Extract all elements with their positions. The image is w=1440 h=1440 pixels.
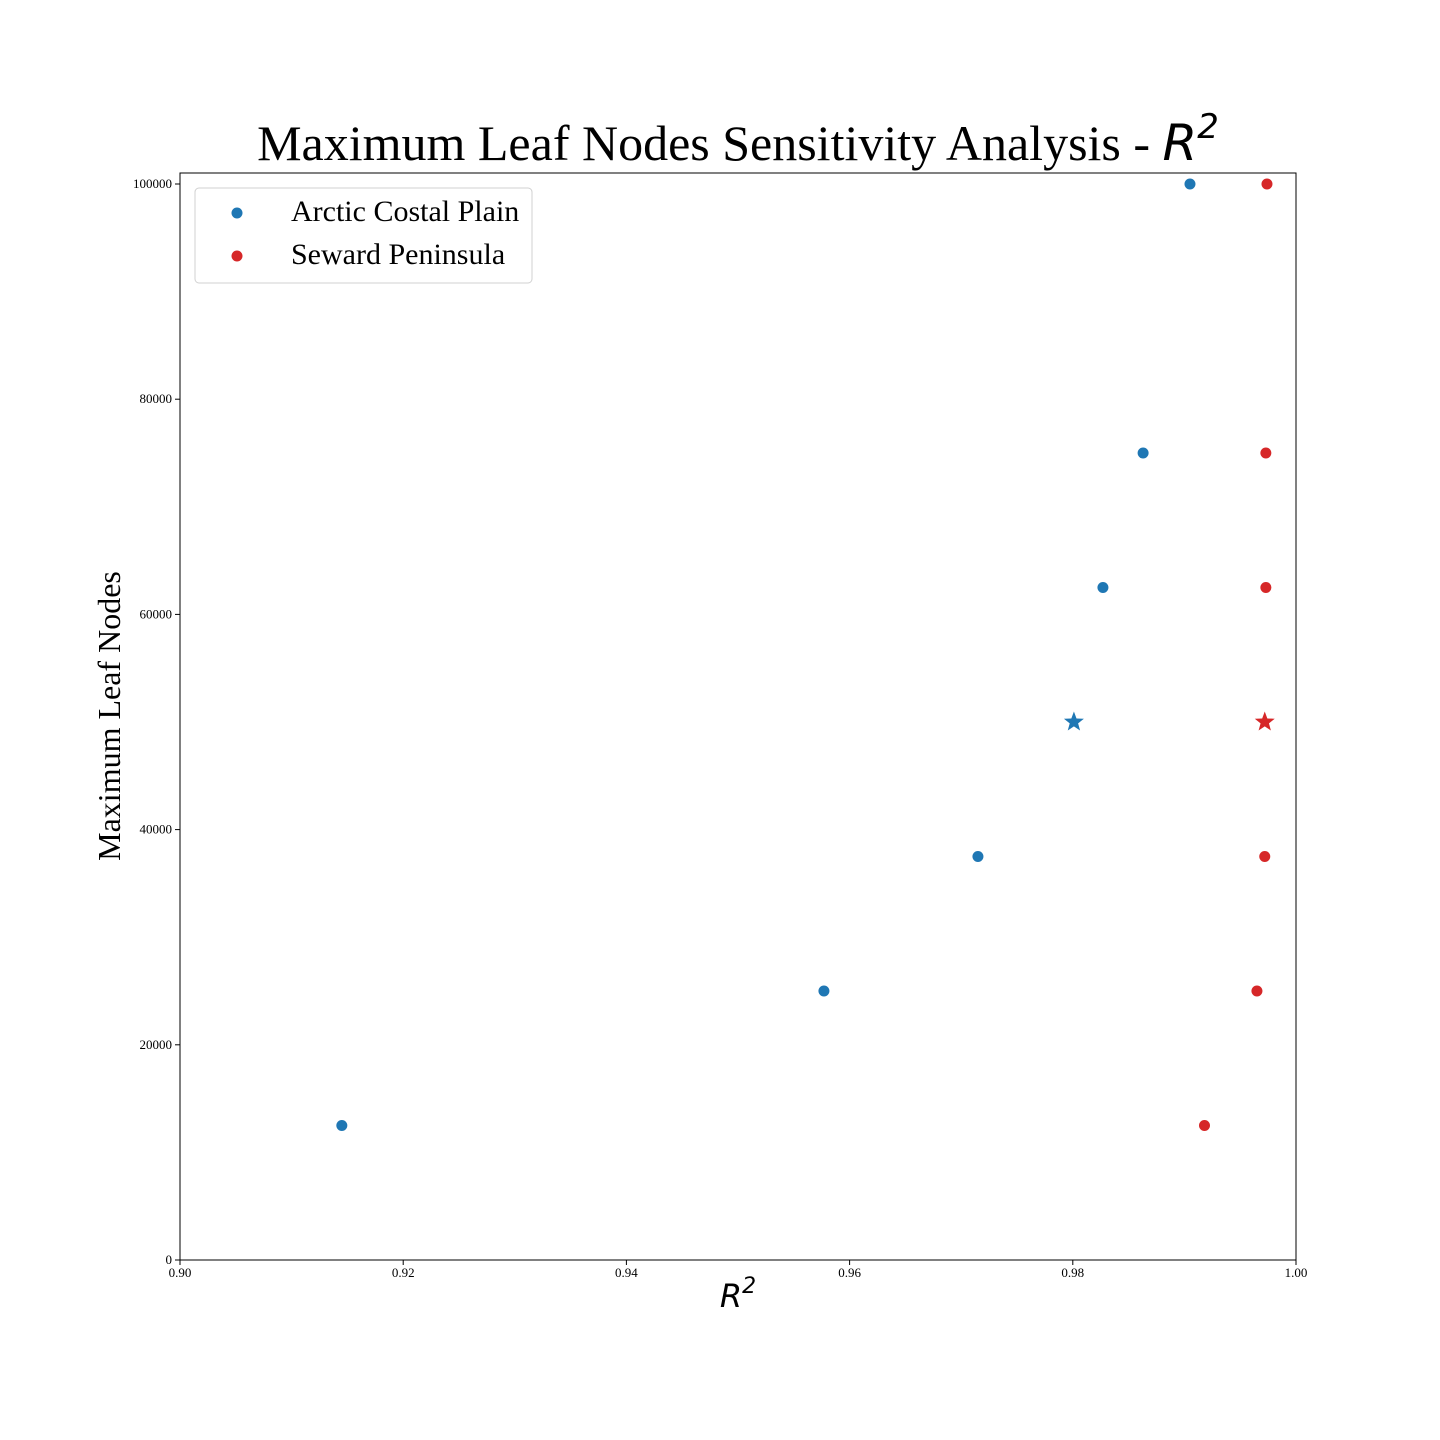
- plot-area-frame: [179, 172, 1297, 1261]
- x-axis-label-sup: 2: [742, 1274, 756, 1299]
- legend-label-seward-peninsula: Seward Peninsula: [291, 238, 505, 271]
- x-axis-label: R2: [720, 1274, 756, 1315]
- data-point-star-seward-peninsula: [1254, 711, 1275, 731]
- y-tick-label: 80000: [140, 391, 173, 406]
- x-tick-label: 0.90: [169, 1265, 192, 1280]
- legend-label-arctic-costal-plain: Arctic Costal Plain: [291, 195, 519, 228]
- x-tick-label: 0.98: [1061, 1265, 1084, 1280]
- data-point-seward-peninsula: [1259, 851, 1271, 862]
- data-point-star-arctic-costal-plain: [1063, 711, 1084, 731]
- chart-title-sup: 2: [1197, 107, 1219, 147]
- data-point-seward-peninsula: [1260, 447, 1272, 459]
- x-tick-label: 1.00: [1285, 1265, 1308, 1280]
- y-tick-label: 100000: [133, 176, 172, 191]
- y-axis-ticks: 0 20000 40000 60000 80000 100000: [133, 176, 180, 1267]
- legend-marker-arctic-costal-plain: [231, 207, 243, 219]
- x-axis-ticks: 0.90 0.92 0.94 0.96 0.98 1.00: [169, 1260, 1308, 1280]
- x-tick-label: 0.92: [392, 1265, 415, 1280]
- y-tick-label: 20000: [140, 1037, 173, 1052]
- chart-title-math: R: [1163, 114, 1198, 172]
- x-axis-label-text: R: [720, 1277, 742, 1315]
- chart-title-text: Maximum Leaf Nodes Sensitivity Analysis …: [257, 115, 1162, 171]
- data-point-seward-peninsula: [1251, 985, 1263, 997]
- data-point-arctic-costal-plain: [1184, 178, 1196, 190]
- legend-frame: [194, 187, 533, 284]
- data-point-arctic-costal-plain: [336, 1120, 348, 1131]
- y-tick-label: 40000: [140, 822, 173, 837]
- data-points: [336, 178, 1275, 1131]
- data-point-arctic-costal-plain: [972, 851, 984, 862]
- y-tick-label: 60000: [140, 606, 173, 621]
- x-tick-label: 0.96: [838, 1265, 861, 1280]
- data-point-arctic-costal-plain: [1097, 582, 1109, 593]
- x-tick-label: 0.94: [615, 1265, 638, 1280]
- data-point-seward-peninsula: [1260, 582, 1272, 593]
- data-point-seward-peninsula: [1261, 178, 1273, 190]
- data-point-seward-peninsula: [1198, 1120, 1210, 1131]
- y-axis-label: Maximum Leaf Nodes: [91, 571, 127, 861]
- chart-title: Maximum Leaf Nodes Sensitivity Analysis …: [257, 107, 1219, 172]
- legend-marker-seward-peninsula: [231, 250, 243, 262]
- legend: Arctic Costal Plain Seward Peninsula: [194, 187, 533, 284]
- data-point-arctic-costal-plain: [1137, 447, 1149, 459]
- data-point-arctic-costal-plain: [818, 985, 830, 997]
- y-tick-label: 0: [166, 1252, 173, 1267]
